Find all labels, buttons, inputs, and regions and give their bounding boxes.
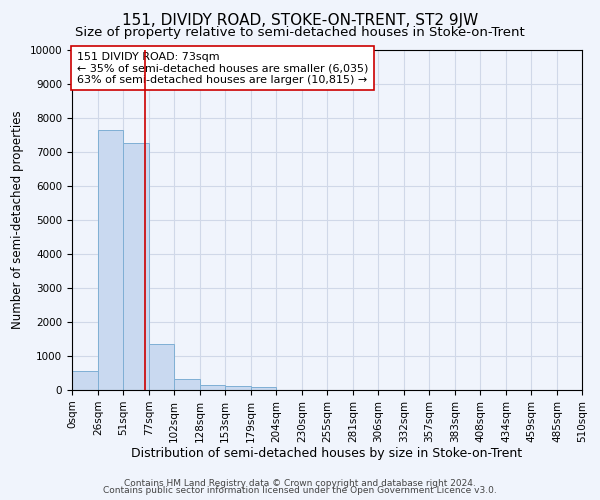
Bar [174,379,200,390]
Bar [200,384,225,390]
Y-axis label: Number of semi-detached properties: Number of semi-detached properties [11,110,24,330]
Bar [98,130,123,390]
Bar [72,372,98,390]
Text: Size of property relative to semi-detached houses in Stoke-on-Trent: Size of property relative to semi-detach… [75,26,525,39]
Text: 151, DIVIDY ROAD, STOKE-ON-TRENT, ST2 9JW: 151, DIVIDY ROAD, STOKE-ON-TRENT, ST2 9J… [122,12,478,28]
Text: Contains public sector information licensed under the Open Government Licence v3: Contains public sector information licen… [103,486,497,495]
Text: 151 DIVIDY ROAD: 73sqm
← 35% of semi-detached houses are smaller (6,035)
63% of : 151 DIVIDY ROAD: 73sqm ← 35% of semi-det… [77,52,368,85]
Bar [123,144,149,390]
Bar [149,344,174,390]
Text: Contains HM Land Registry data © Crown copyright and database right 2024.: Contains HM Land Registry data © Crown c… [124,478,476,488]
Bar [251,388,276,390]
X-axis label: Distribution of semi-detached houses by size in Stoke-on-Trent: Distribution of semi-detached houses by … [131,448,523,460]
Bar [225,386,251,390]
